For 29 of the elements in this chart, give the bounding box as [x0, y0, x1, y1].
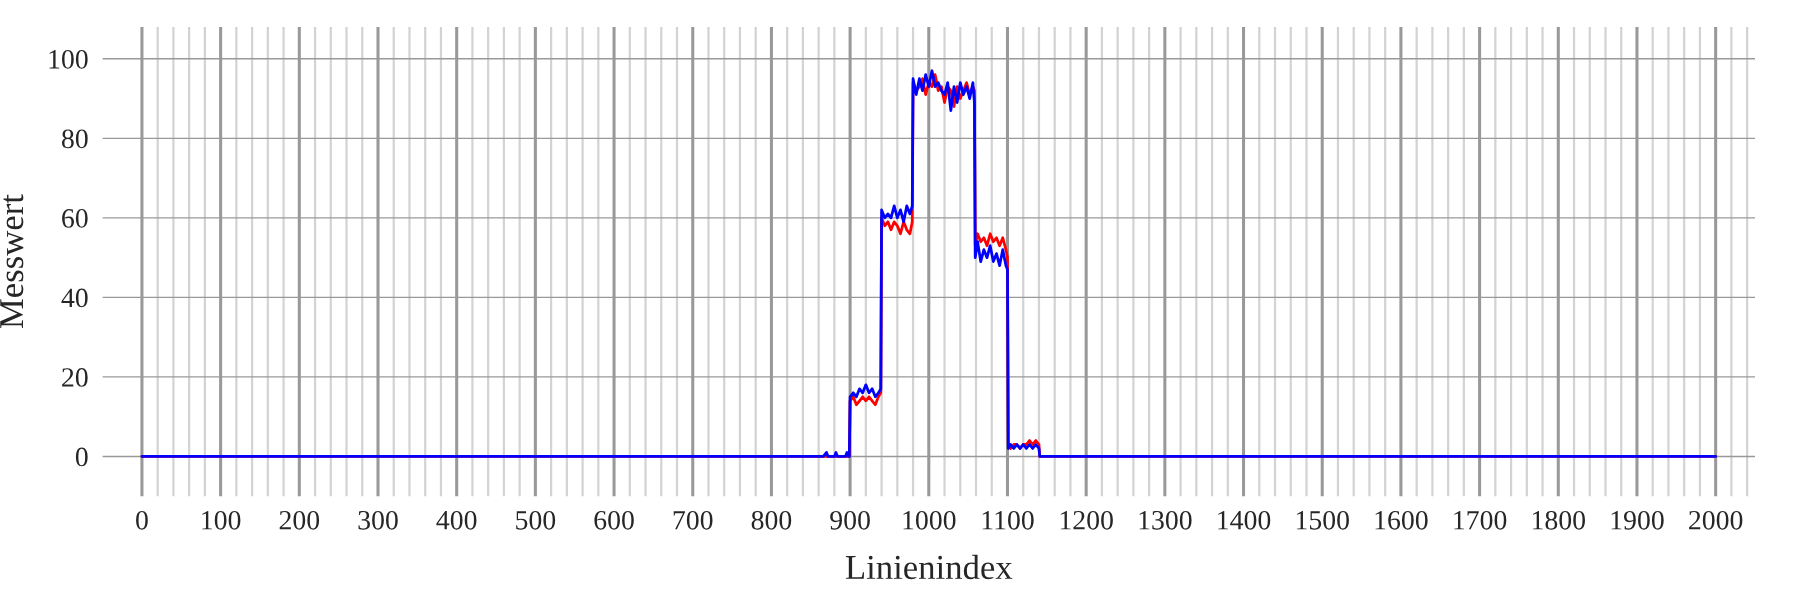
x-tick-label: 1400	[1218, 510, 1271, 530]
x-tick-label: 600	[594, 510, 634, 530]
x-tick-label: 0	[136, 510, 148, 530]
y-tick-label: 40	[61, 288, 88, 308]
x-tick-label: 300	[358, 510, 398, 530]
x-tick-label: 500	[516, 510, 556, 530]
x-tick-label: 100	[202, 510, 241, 530]
x-tick-label: 1800	[1532, 510, 1585, 530]
x-tick-label: 2000	[1689, 510, 1743, 530]
y-tick-label: 80	[61, 129, 88, 149]
x-tick-label: 1500	[1296, 510, 1349, 530]
x-tick-label: 1200	[1060, 510, 1113, 530]
y-tick-label: 0	[75, 447, 88, 467]
x-tick-label: 900	[830, 510, 870, 530]
x-tick-label: 1300	[1139, 510, 1192, 530]
x-tick-label: 1600	[1375, 510, 1428, 530]
x-axis-title: Linienindex	[845, 554, 1013, 580]
y-axis-title: Messwert	[0, 194, 24, 329]
y-tick-label: 60	[62, 209, 88, 228]
y-tick-label: 100	[49, 49, 88, 69]
x-tick-label: 1000	[903, 510, 956, 530]
x-tick-label: 700	[673, 510, 713, 530]
x-tick-label: 200	[279, 510, 320, 530]
x-tick-label: 1100	[982, 510, 1034, 530]
y-tick-label: 20	[62, 368, 88, 387]
x-tick-label: 400	[436, 510, 477, 530]
x-tick-label: 800	[751, 510, 792, 530]
x-tick-label: 1900	[1611, 510, 1664, 530]
x-tick-label: 1700	[1454, 510, 1507, 530]
